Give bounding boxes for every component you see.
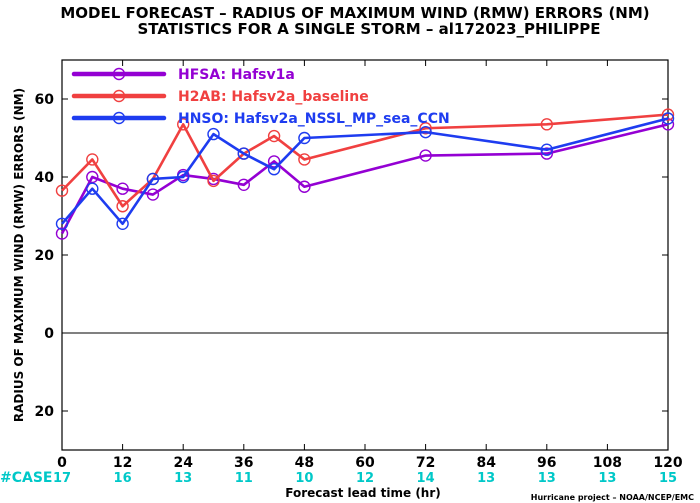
y-tick-label: 20 bbox=[35, 404, 55, 420]
case-count: 13 bbox=[477, 471, 495, 486]
case-count: 15 bbox=[659, 471, 677, 486]
data-point bbox=[419, 125, 432, 139]
data-point bbox=[419, 122, 432, 135]
legend-label-3: HNSO: Hafsv2a_NSSL_MP_sea_CCN bbox=[178, 111, 450, 127]
legend-marker-2 bbox=[112, 89, 126, 103]
data-point bbox=[146, 172, 160, 186]
data-point bbox=[176, 118, 190, 131]
y-tick-label: 60 bbox=[35, 92, 55, 108]
case-count: 13 bbox=[538, 471, 556, 486]
data-point bbox=[237, 147, 251, 160]
x-tick-label: 120 bbox=[653, 455, 682, 471]
y-tick-label: 20 bbox=[35, 248, 55, 264]
case-count: 16 bbox=[114, 471, 132, 486]
series-line-3 bbox=[61, 117, 669, 226]
x-tick-label: 96 bbox=[537, 455, 556, 471]
case-count: 14 bbox=[417, 471, 435, 486]
data-point bbox=[55, 227, 69, 240]
case-label: #CASE bbox=[0, 470, 53, 486]
data-point bbox=[176, 170, 190, 184]
case-count: 13 bbox=[174, 471, 192, 486]
data-point bbox=[298, 131, 311, 145]
data-point bbox=[116, 182, 129, 195]
data-point bbox=[267, 155, 281, 168]
data-point bbox=[298, 180, 311, 193]
data-point bbox=[298, 153, 311, 166]
data-point bbox=[86, 182, 99, 195]
series-line-2 bbox=[61, 113, 669, 208]
x-tick-label: 84 bbox=[476, 455, 496, 471]
data-point bbox=[267, 162, 281, 176]
data-point bbox=[267, 129, 281, 143]
x-tick-label: 60 bbox=[355, 455, 375, 471]
case-count: 12 bbox=[356, 471, 374, 486]
x-tick-label: 36 bbox=[234, 455, 253, 471]
credit-text: Hurricane project – NOAA/NCEP/EMC bbox=[531, 493, 694, 502]
x-tick-label: 108 bbox=[593, 455, 622, 471]
chart-title-line1: MODEL FORECAST – RADIUS OF MAXIMUM WIND … bbox=[60, 4, 649, 22]
case-count: 13 bbox=[598, 471, 616, 486]
x-tick-label: 12 bbox=[113, 455, 132, 471]
data-point bbox=[661, 112, 675, 125]
data-point bbox=[55, 217, 69, 231]
y-axis-label: RADIUS OF MAXIMUM WIND (RMW) ERRORS (NM) bbox=[12, 88, 26, 422]
x-axis-label: Forecast lead time (hr) bbox=[285, 486, 441, 500]
case-count: 17 bbox=[53, 471, 71, 486]
data-point bbox=[661, 108, 675, 121]
x-tick-label: 24 bbox=[173, 455, 193, 471]
data-point bbox=[86, 153, 99, 166]
data-point bbox=[55, 184, 69, 197]
data-point bbox=[540, 147, 553, 160]
data-point bbox=[207, 127, 220, 141]
data-point bbox=[237, 178, 251, 192]
case-count: 10 bbox=[295, 471, 313, 486]
legend-label-2: H2AB: Hafsv2a_baseline bbox=[178, 89, 369, 105]
data-point bbox=[207, 174, 220, 188]
legend-marker-3 bbox=[112, 111, 126, 125]
x-tick-label: 0 bbox=[57, 455, 67, 471]
data-point bbox=[116, 200, 129, 213]
y-tick-label: 40 bbox=[35, 170, 55, 186]
y-tick-label: 0 bbox=[44, 326, 54, 342]
chart-title-line2: STATISTICS FOR A SINGLE STORM – al172023… bbox=[137, 20, 600, 38]
data-point bbox=[146, 188, 160, 201]
data-point bbox=[419, 149, 432, 162]
plot-area: 0171216241336114810601272148413961310813… bbox=[35, 59, 683, 486]
x-tick-label: 48 bbox=[295, 455, 314, 471]
data-point bbox=[540, 118, 553, 131]
legend-marker-1 bbox=[112, 67, 126, 81]
data-point bbox=[116, 217, 129, 231]
data-point bbox=[540, 143, 553, 156]
legend-label-1: HFSA: Hafsv1a bbox=[178, 67, 295, 83]
x-tick-label: 72 bbox=[416, 455, 435, 471]
case-count: 11 bbox=[235, 471, 253, 486]
